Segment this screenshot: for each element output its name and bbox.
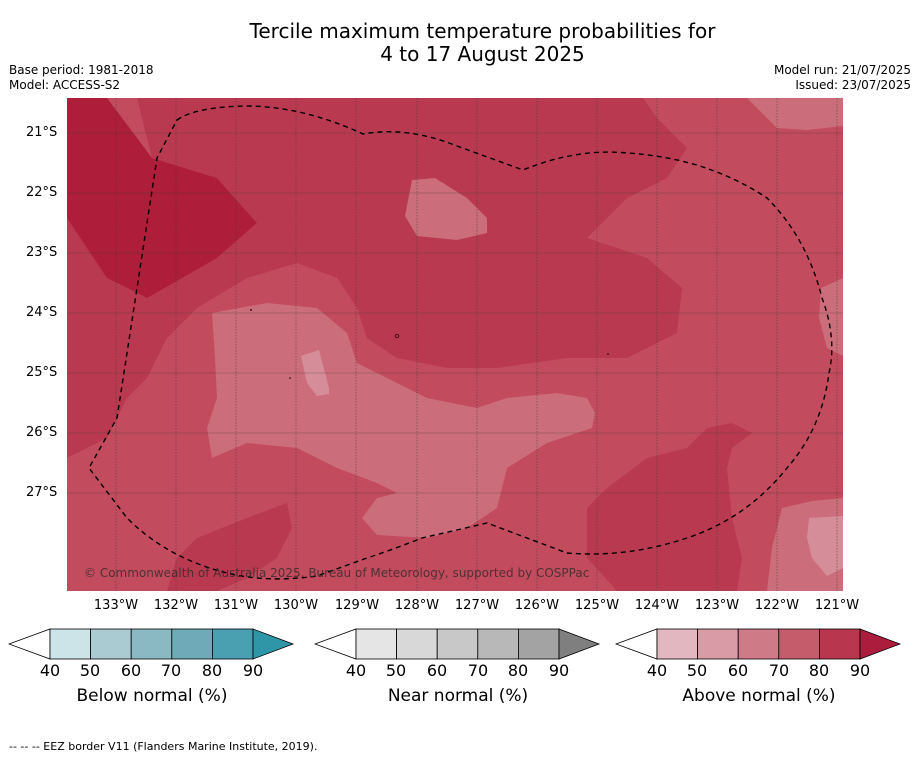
colorbar-below-normal: [8, 628, 295, 660]
below-tick-60: 60: [120, 661, 142, 680]
lon-label-123w: 123°W: [694, 598, 740, 613]
lon-label-130w: 130°W: [273, 598, 319, 613]
lon-label-125w: 125°W: [574, 598, 620, 613]
colorbar-cell: [171, 628, 213, 660]
below-tick-50: 50: [79, 661, 101, 680]
colorbar-right-extend: [558, 628, 601, 660]
lat-label-21s: 21°S: [26, 125, 58, 140]
above-60-north-blob: [405, 178, 487, 240]
colorbar-cell: [737, 628, 780, 660]
lat-label-27s: 27°S: [26, 485, 58, 500]
lat-label-22s: 22°S: [26, 185, 58, 200]
below-tick-90: 90: [242, 661, 264, 680]
title-line-1: Tercile maximum temperature probabilitie…: [249, 19, 716, 43]
issued-date: Issued: 23/07/2025: [795, 78, 911, 92]
lon-label-128w: 128°W: [394, 598, 440, 613]
colorbar-left-extend: [615, 628, 658, 660]
above-tick-70: 70: [768, 661, 790, 680]
lat-label-25s: 25°S: [26, 365, 58, 380]
above-tick-90: 90: [849, 661, 871, 680]
colorbar-right-extend: [859, 628, 902, 660]
near-normal-label: Near normal (%): [387, 686, 529, 706]
lon-label-127w: 127°W: [454, 598, 500, 613]
near-tick-50: 50: [385, 661, 407, 680]
below-tick-70: 70: [160, 661, 182, 680]
lon-label-129w: 129°W: [334, 598, 380, 613]
colorbar-cell: [90, 628, 132, 660]
lon-label-133w: 133°W: [93, 598, 139, 613]
map-title: Tercile maximum temperature probabilitie…: [0, 20, 919, 66]
near-tick-70: 70: [467, 661, 489, 680]
above-80-southwest-zone: [167, 503, 292, 591]
colorbar-cell: [396, 628, 438, 660]
colorbar-right-extend: [252, 628, 295, 660]
above-50-southeast-blob: [807, 516, 843, 576]
above-60-northeast-blob: [747, 98, 843, 130]
above-tick-40: 40: [646, 661, 668, 680]
near-tick-40: 40: [345, 661, 367, 680]
colorbar-cell: [436, 628, 479, 660]
near-tick-80: 80: [507, 661, 529, 680]
near-tick-90: 90: [548, 661, 570, 680]
title-line-2: 4 to 17 August 2025: [380, 42, 585, 66]
lon-label-126w: 126°W: [514, 598, 560, 613]
above-normal-label: Above normal (%): [682, 686, 836, 706]
lon-label-124w: 124°W: [634, 598, 680, 613]
colorbar-cell: [697, 628, 739, 660]
meta-left: Base period: 1981-2018 Model: ACCESS-S2: [9, 63, 154, 93]
above-tick-50: 50: [686, 661, 708, 680]
colorbar-left-extend: [314, 628, 357, 660]
colorbar-near-normal: [314, 628, 601, 660]
copyright-notice: © Commonwealth of Australia 2025, Bureau…: [84, 566, 590, 580]
meridian-lines: [115, 98, 838, 591]
lon-label-132w: 132°W: [153, 598, 199, 613]
eez-footer-note: -- -- -- EEZ border V11 (Flanders Marine…: [9, 740, 318, 753]
lat-label-24s: 24°S: [26, 305, 58, 320]
meta-right: Model run: 21/07/2025 Issued: 23/07/2025: [774, 63, 911, 93]
below-tick-80: 80: [201, 661, 223, 680]
base-period: Base period: 1981-2018: [9, 63, 154, 77]
colorbar-near-cells: [314, 628, 601, 660]
colorbar-cell: [517, 628, 560, 660]
lon-label-131w: 131°W: [213, 598, 259, 613]
eez-border: [88, 105, 833, 580]
colorbar-cell: [818, 628, 861, 660]
near-tick-60: 60: [426, 661, 448, 680]
colorbar-cell: [656, 628, 698, 660]
map-area: [67, 98, 843, 591]
above-90-west-zone: [67, 98, 257, 298]
colorbar-above-normal: [615, 628, 902, 660]
above-tick-60: 60: [727, 661, 749, 680]
colorbar-cell: [49, 628, 91, 660]
above-tick-80: 80: [808, 661, 830, 680]
colorbar-above-cells: [615, 628, 902, 660]
below-normal-label: Below normal (%): [76, 686, 228, 706]
lon-label-122w: 122°W: [754, 598, 800, 613]
model-run: Model run: 21/07/2025: [773, 63, 911, 77]
colorbar-cell: [211, 628, 254, 660]
colorbar-cell: [130, 628, 173, 660]
colorbar-left-extend: [8, 628, 51, 660]
lat-label-26s: 26°S: [26, 425, 58, 440]
lat-label-23s: 23°S: [26, 245, 58, 260]
colorbar-below-cells: [8, 628, 295, 660]
above-80-south-zone: [587, 423, 752, 591]
grid-lines: [67, 132, 843, 494]
colorbar-cell: [778, 628, 820, 660]
lon-label-121w: 121°W: [814, 598, 860, 613]
colorbar-cell: [477, 628, 519, 660]
above-80-band: [67, 98, 687, 458]
colorbar-cell: [355, 628, 397, 660]
model-name: Model: ACCESS-S2: [9, 78, 121, 92]
island-specks: [250, 309, 609, 379]
below-tick-40: 40: [39, 661, 61, 680]
